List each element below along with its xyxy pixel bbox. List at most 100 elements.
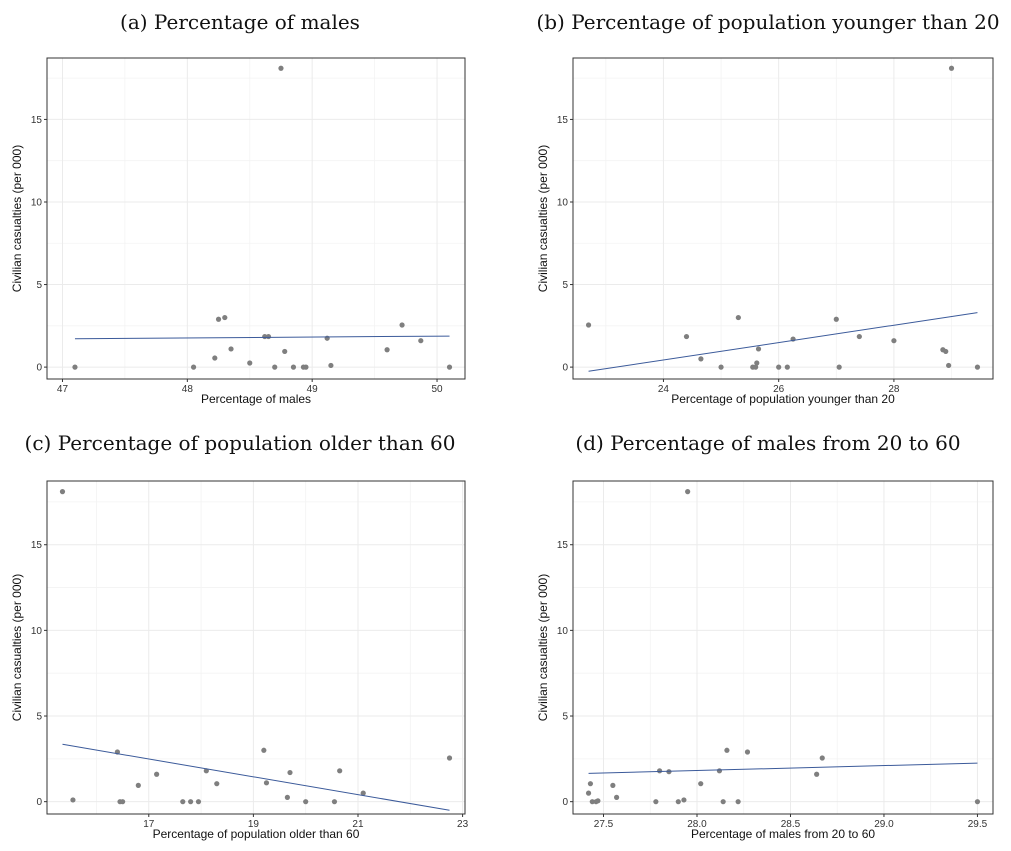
x-tick-label: 50: [431, 384, 443, 395]
data-point: [303, 364, 309, 370]
data-point: [657, 768, 663, 774]
data-point: [720, 799, 726, 805]
trend-line: [588, 762, 978, 774]
data-point: [614, 794, 620, 800]
y-tick-label: 10: [557, 626, 569, 637]
data-point: [418, 338, 424, 344]
x-tick-label: 28.0: [687, 819, 707, 830]
data-point: [265, 333, 272, 340]
data-point: [776, 364, 782, 370]
panel-c: (c) Percentage of population older than …: [0, 423, 480, 851]
x-axis-label: Percentage of males: [201, 392, 311, 406]
y-tick-label: 15: [557, 115, 569, 126]
trend-line: [62, 743, 450, 811]
y-tick-label: 10: [31, 197, 43, 208]
y-axis-label: Civilian casualties (per 000): [536, 574, 550, 721]
scatter-chart-c: 17 19 21 23 0 5 10 15 Percentage of population o…: [10, 480, 469, 841]
y-tick-label: 5: [562, 280, 568, 291]
axes: 27.5 28.0 28.5 29.0 29.5 0 5 10 15: [557, 540, 988, 830]
y-tick-label: 15: [557, 540, 569, 551]
data-point: [180, 799, 186, 805]
data-point: [724, 747, 730, 753]
data-point: [272, 364, 278, 370]
y-tick-label: 10: [557, 197, 569, 208]
data-point: [228, 346, 234, 352]
grid: [573, 481, 993, 814]
x-tick-label: 29.0: [874, 819, 894, 830]
data-point: [261, 747, 267, 753]
trend-line: [588, 312, 978, 372]
data-point: [384, 347, 390, 353]
x-tick-label: 26: [773, 384, 785, 395]
y-tick-label: 5: [562, 712, 568, 723]
data-point: [891, 338, 897, 344]
x-tick-label: 19: [248, 819, 260, 830]
x-tick-label: 28: [888, 384, 900, 395]
data-point: [595, 798, 601, 804]
data-point: [784, 364, 790, 370]
y-tick-label: 0: [36, 797, 42, 808]
y-tick-label: 10: [31, 626, 43, 637]
data-point: [814, 771, 820, 777]
data-point: [135, 782, 141, 788]
data-point: [735, 799, 741, 805]
data-point: [303, 799, 309, 805]
data-point: [214, 781, 220, 787]
data-point: [681, 797, 687, 803]
data-point: [585, 790, 592, 796]
plot-frame: [572, 57, 994, 380]
data-point: [324, 335, 330, 341]
grid: [47, 58, 465, 379]
data-point: [943, 348, 949, 355]
y-tick-label: 0: [36, 363, 42, 374]
chart-title: (d) Percentage of males from 20 to 60: [575, 431, 961, 455]
data-point: [744, 749, 751, 755]
panel-a: (a) Percentage of males 47 48 49 50 0 5 10 15 Pe…: [0, 0, 480, 420]
data-point: [188, 799, 194, 805]
scatter-chart-d: 27.5 28.0 28.5 29.0 29.5 0 5 10 15 Percentage of …: [536, 480, 994, 841]
data-point: [974, 799, 981, 805]
chart-title: (b) Percentage of population younger tha…: [536, 10, 1000, 34]
y-tick-label: 5: [36, 280, 42, 291]
points: [59, 489, 453, 805]
grid: [573, 58, 993, 379]
data-point: [154, 771, 160, 777]
scatter-chart-a: 47 48 49 50 0 5 10 15 Percentage of males Civilia…: [10, 57, 466, 406]
x-tick-label: 27.5: [594, 819, 614, 830]
y-axis-label: Civilian casualties (per 000): [10, 574, 24, 721]
y-tick-label: 0: [562, 363, 568, 374]
data-point: [587, 781, 594, 787]
plot-frame: [46, 57, 466, 380]
points: [585, 489, 981, 805]
data-point: [263, 780, 270, 786]
y-tick-label: 15: [31, 540, 43, 551]
data-point: [247, 360, 253, 366]
data-point: [212, 355, 218, 361]
data-point: [718, 364, 724, 370]
data-point: [819, 755, 825, 761]
data-point: [833, 316, 839, 322]
y-tick-label: 15: [31, 115, 43, 126]
chart-title: (c) Percentage of population older than …: [24, 431, 456, 455]
x-tick-label: 21: [352, 819, 364, 830]
grid: [47, 481, 465, 814]
data-point: [698, 356, 704, 362]
data-point: [195, 799, 202, 805]
x-axis-label: Percentage of males from 20 to 60: [691, 827, 875, 841]
data-point: [446, 364, 453, 370]
data-point: [610, 782, 616, 788]
data-point: [328, 362, 334, 369]
data-point: [755, 346, 762, 352]
x-tick-label: 29.5: [968, 819, 988, 830]
data-point: [278, 65, 284, 71]
data-point: [360, 790, 366, 796]
data-point: [222, 314, 228, 321]
x-tick-label: 17: [143, 819, 155, 830]
x-tick-label: 28.5: [781, 819, 801, 830]
y-axis-label: Civilian casualties (per 000): [536, 145, 550, 292]
x-tick-label: 49: [307, 384, 319, 395]
data-point: [331, 799, 338, 805]
data-point: [72, 364, 78, 370]
x-tick-label: 23: [457, 819, 469, 830]
data-point: [70, 797, 76, 803]
